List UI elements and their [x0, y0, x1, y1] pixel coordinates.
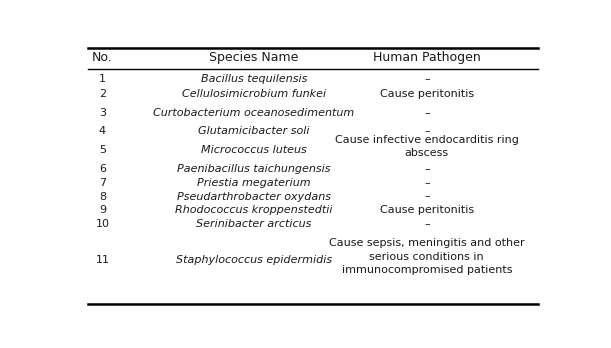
Text: Species Name: Species Name — [209, 51, 299, 64]
Text: –: – — [424, 191, 430, 201]
Text: 2: 2 — [99, 89, 106, 99]
Text: 3: 3 — [99, 108, 106, 118]
Text: –: – — [424, 219, 430, 229]
Text: Cause infective endocarditis ring
abscess: Cause infective endocarditis ring absces… — [335, 135, 519, 158]
Text: Human Pathogen: Human Pathogen — [373, 51, 481, 64]
Text: Staphylococcus epidermidis: Staphylococcus epidermidis — [176, 255, 332, 265]
Text: 5: 5 — [99, 144, 106, 155]
Text: Cause sepsis, meningitis and other
serious conditions in
immunocompromised patie: Cause sepsis, meningitis and other serio… — [329, 238, 525, 275]
Text: 9: 9 — [99, 205, 106, 215]
Text: –: – — [424, 74, 430, 85]
Text: 4: 4 — [99, 126, 106, 136]
Text: 1: 1 — [99, 74, 106, 85]
Text: Bacillus tequilensis: Bacillus tequilensis — [201, 74, 307, 85]
Text: 11: 11 — [95, 255, 109, 265]
Text: –: – — [424, 178, 430, 188]
Text: Glutamicibacter soli: Glutamicibacter soli — [198, 126, 310, 136]
Text: Curtobacterium oceanosedimentum: Curtobacterium oceanosedimentum — [153, 108, 354, 118]
Text: 10: 10 — [95, 219, 109, 229]
Text: Priestia megaterium: Priestia megaterium — [197, 178, 311, 188]
Text: Cause peritonitis: Cause peritonitis — [379, 89, 474, 99]
Text: 8: 8 — [99, 191, 106, 201]
Text: Pseudarthrobacter oxydans: Pseudarthrobacter oxydans — [177, 191, 331, 201]
Text: Paenibacillus taichungensis: Paenibacillus taichungensis — [177, 164, 331, 174]
Text: 7: 7 — [99, 178, 106, 188]
Text: 6: 6 — [99, 164, 106, 174]
Text: Cellulosimicrobium funkei: Cellulosimicrobium funkei — [182, 89, 326, 99]
Text: Cause peritonitis: Cause peritonitis — [379, 205, 474, 215]
Text: Serinibacter arcticus: Serinibacter arcticus — [196, 219, 312, 229]
Text: –: – — [424, 164, 430, 174]
Text: Rhodococcus kroppenstedtii: Rhodococcus kroppenstedtii — [175, 205, 333, 215]
Text: No.: No. — [92, 51, 113, 64]
Text: –: – — [424, 126, 430, 136]
Text: Micrococcus luteus: Micrococcus luteus — [201, 144, 307, 155]
Text: –: – — [424, 108, 430, 118]
